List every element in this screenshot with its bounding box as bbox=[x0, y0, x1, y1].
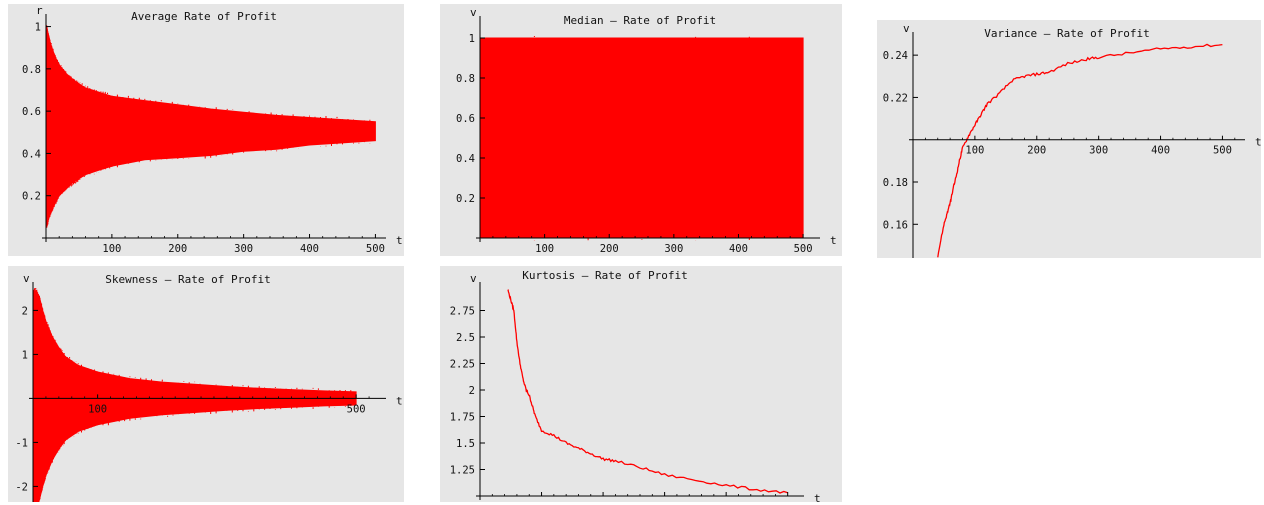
median-rate-chart: Median – Rate of Profit 100 200 300 400 500 0.… bbox=[456, 6, 837, 255]
y-tick-label: 0.8 bbox=[22, 64, 41, 76]
x-tick-label: 300 bbox=[234, 243, 253, 255]
x-tick-label: 500 bbox=[794, 243, 813, 255]
y-tick-label: 0.22 bbox=[883, 92, 908, 104]
x-tick-label: 100 bbox=[532, 501, 551, 502]
y-tick-label: 1 bbox=[35, 22, 41, 34]
x-tick-label: 100 bbox=[102, 243, 121, 255]
x-tick-label: 300 bbox=[655, 501, 674, 502]
x-tick-label: 400 bbox=[300, 243, 319, 255]
chart-panel-variance: Variance – Rate of Profit 100 200 300 400 500… bbox=[877, 20, 1261, 258]
x-axis-label: t bbox=[1255, 136, 1261, 149]
average-rate-chart: Average Rate of Profit 100 200 300 400 500 0.2… bbox=[22, 4, 403, 255]
y-tick-label: 0.4 bbox=[22, 148, 41, 160]
series-line bbox=[507, 289, 788, 494]
y-tick-label: 2 bbox=[469, 385, 475, 397]
skewness-rate-chart: Skewness – Rate of Profit 100 500 -2 -1 1 2 t v bbox=[15, 272, 403, 502]
y-tick-label: 1.5 bbox=[456, 438, 475, 450]
y-tick-label: 2.5 bbox=[456, 332, 475, 344]
x-axis-label: t bbox=[814, 492, 821, 502]
series-band bbox=[46, 26, 376, 228]
y-tick-label: 2.75 bbox=[450, 306, 475, 318]
series-band-edge bbox=[480, 36, 750, 241]
chart-panel-median: Median – Rate of Profit 100 200 300 400 500 0.… bbox=[440, 4, 842, 256]
chart-title: Skewness – Rate of Profit bbox=[105, 273, 271, 286]
chart-title: Kurtosis – Rate of Profit bbox=[522, 269, 688, 282]
y-axis-label: v bbox=[23, 272, 30, 285]
x-tick-label: 200 bbox=[600, 243, 619, 255]
y-axis-label: v bbox=[470, 6, 477, 19]
y-tick-label: 0.4 bbox=[456, 153, 475, 165]
x-tick-label: 100 bbox=[88, 403, 107, 415]
x-tick-label: 300 bbox=[664, 243, 683, 255]
chart-title: Variance – Rate of Profit bbox=[984, 27, 1150, 40]
y-tick-label: 0.16 bbox=[883, 219, 908, 231]
y-tick-label: 0.6 bbox=[456, 113, 475, 125]
y-tick-label: -1 bbox=[15, 437, 28, 449]
y-tick-label: 2.25 bbox=[450, 359, 475, 371]
y-tick-label: 1 bbox=[22, 349, 28, 361]
variance-rate-chart: Variance – Rate of Profit 100 200 300 400 500… bbox=[883, 22, 1261, 258]
y-tick-label: 1.75 bbox=[450, 412, 475, 424]
chart-title: Average Rate of Profit bbox=[131, 10, 277, 23]
y-tick-label: -2 bbox=[15, 481, 28, 493]
y-tick-label: 0.6 bbox=[22, 106, 41, 118]
y-tick-label: 0.18 bbox=[883, 177, 908, 189]
kurtosis-rate-chart: Kurtosis – Rate of Profit 100 200 300 400 500… bbox=[450, 269, 821, 502]
y-tick-label: 0.2 bbox=[22, 191, 41, 203]
y-tick-label: 0.2 bbox=[456, 193, 475, 205]
y-tick-label: 0.24 bbox=[883, 50, 908, 62]
y-axis-label: v bbox=[903, 22, 910, 35]
x-tick-label: 100 bbox=[965, 145, 984, 157]
x-tick-label: 100 bbox=[535, 243, 554, 255]
x-tick-label: 200 bbox=[594, 501, 613, 502]
x-tick-label: 300 bbox=[1089, 145, 1108, 157]
x-axis-label: t bbox=[830, 234, 837, 247]
series-band bbox=[33, 290, 357, 502]
x-tick-label: 400 bbox=[729, 243, 748, 255]
x-tick-label: 200 bbox=[168, 243, 187, 255]
x-axis-label: t bbox=[396, 234, 403, 247]
chart-title: Median – Rate of Profit bbox=[564, 14, 716, 27]
chart-panel-skewness: Skewness – Rate of Profit 100 500 -2 -1 1 2 t v bbox=[8, 266, 404, 502]
series-line bbox=[937, 43, 1223, 258]
x-tick-label: 200 bbox=[1027, 145, 1046, 157]
chart-panel-kurtosis: Kurtosis – Rate of Profit 100 200 300 400 500… bbox=[440, 266, 842, 502]
series-band bbox=[480, 37, 804, 239]
x-tick-label: 400 bbox=[1151, 145, 1170, 157]
x-tick-label: 500 bbox=[347, 403, 366, 415]
y-tick-label: 0.8 bbox=[456, 73, 475, 85]
y-tick-label: 1 bbox=[469, 33, 475, 45]
x-tick-label: 500 bbox=[366, 243, 385, 255]
x-axis-label: t bbox=[396, 394, 403, 407]
chart-panel-average: Average Rate of Profit 100 200 300 400 500 0.2… bbox=[8, 4, 404, 256]
y-axis-label: r bbox=[36, 4, 43, 17]
y-tick-label: 2 bbox=[22, 305, 28, 317]
x-tick-label: 500 bbox=[1213, 145, 1232, 157]
x-tick-label: 500 bbox=[778, 501, 797, 502]
y-axis-label: v bbox=[470, 272, 477, 285]
x-tick-label: 400 bbox=[717, 501, 736, 502]
y-tick-label: 1.25 bbox=[450, 465, 475, 477]
